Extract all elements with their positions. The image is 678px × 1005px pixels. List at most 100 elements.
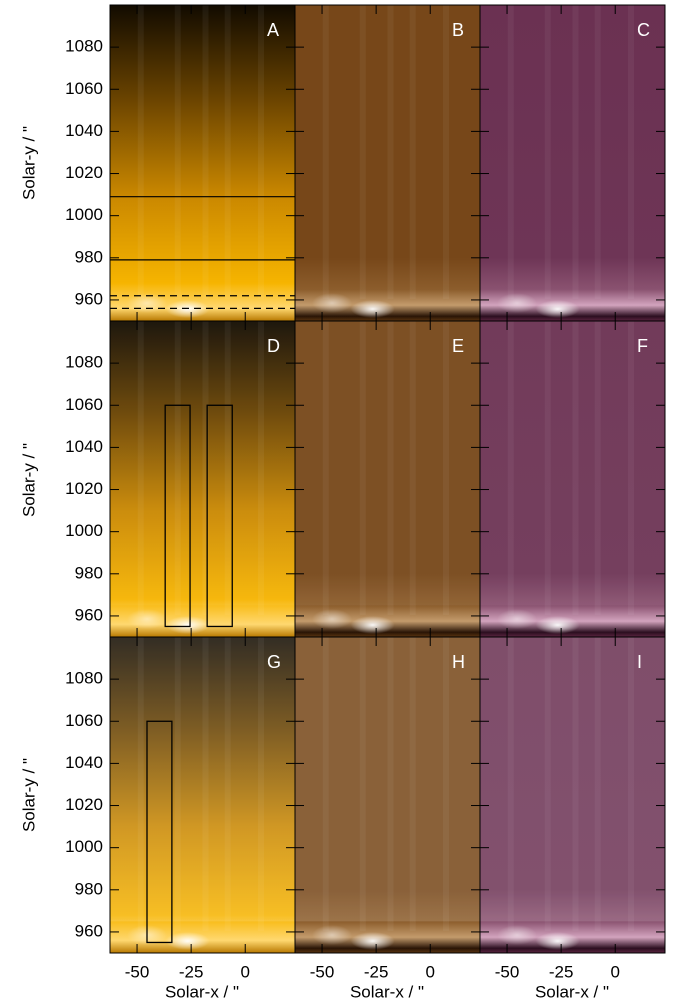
panel: E bbox=[294, 320, 481, 638]
y-tick-label: 1020 bbox=[65, 795, 103, 814]
streak bbox=[544, 321, 551, 615]
streak bbox=[409, 5, 416, 299]
panel-label: I bbox=[637, 652, 642, 672]
streak bbox=[507, 321, 514, 615]
bright-spot bbox=[497, 925, 537, 945]
panel-haze bbox=[295, 321, 480, 606]
x-axis-title: Solar-x / " bbox=[535, 982, 609, 1001]
panel: F bbox=[479, 320, 666, 638]
bright-spot bbox=[165, 932, 210, 950]
bright-spot bbox=[312, 293, 352, 313]
streak bbox=[628, 5, 634, 299]
y-tick-label: 980 bbox=[75, 879, 103, 898]
panel-image bbox=[110, 637, 295, 953]
panel-haze bbox=[295, 637, 480, 922]
streak bbox=[322, 5, 329, 299]
y-tick-label: 960 bbox=[75, 605, 103, 624]
panel-image bbox=[295, 637, 480, 953]
bright-spot bbox=[350, 300, 395, 318]
bright-spot bbox=[497, 293, 537, 313]
panel: H bbox=[294, 636, 481, 954]
y-tick-label: 1060 bbox=[65, 395, 103, 414]
bright-spot bbox=[535, 616, 580, 634]
panel-haze bbox=[110, 637, 295, 922]
streak bbox=[137, 5, 144, 299]
streak bbox=[359, 637, 366, 931]
streak bbox=[572, 5, 579, 299]
panel-haze bbox=[480, 321, 665, 606]
streak bbox=[258, 637, 264, 931]
x-axis-title: Solar-x / " bbox=[350, 982, 424, 1001]
panel-label: D bbox=[267, 336, 280, 356]
streak bbox=[594, 5, 601, 299]
streak bbox=[174, 637, 181, 931]
y-tick-label: 1020 bbox=[65, 479, 103, 498]
x-tick-label: -25 bbox=[364, 962, 389, 981]
panel-image bbox=[110, 321, 295, 637]
bright-spot bbox=[535, 300, 580, 318]
x-tick-label: -25 bbox=[549, 962, 574, 981]
y-tick-label: 1080 bbox=[65, 37, 103, 56]
bright-spot bbox=[312, 609, 352, 629]
streak bbox=[137, 637, 144, 931]
panel-label: C bbox=[637, 20, 650, 40]
streak bbox=[443, 321, 449, 615]
streak bbox=[224, 637, 231, 931]
y-tick-label: 980 bbox=[75, 247, 103, 266]
y-tick-label: 980 bbox=[75, 563, 103, 582]
streak bbox=[322, 321, 329, 615]
y-tick-label: 1060 bbox=[65, 711, 103, 730]
y-tick-label: 1040 bbox=[65, 437, 103, 456]
y-tick-label: 1040 bbox=[65, 753, 103, 772]
x-tick-label: -50 bbox=[125, 962, 150, 981]
streak bbox=[594, 321, 601, 615]
streak bbox=[507, 5, 514, 299]
streak bbox=[387, 637, 394, 931]
streak bbox=[322, 637, 329, 931]
y-tick-label: 1080 bbox=[65, 669, 103, 688]
y-tick-label: 960 bbox=[75, 921, 103, 940]
streak bbox=[443, 637, 449, 931]
panel: A bbox=[109, 4, 296, 322]
streak bbox=[628, 321, 634, 615]
streak bbox=[409, 321, 416, 615]
streak bbox=[224, 5, 231, 299]
streak bbox=[443, 5, 449, 299]
streak bbox=[202, 321, 209, 615]
y-tick-label: 1000 bbox=[65, 837, 103, 856]
x-tick-label: 0 bbox=[425, 962, 434, 981]
streak bbox=[137, 321, 144, 615]
panel: B bbox=[294, 4, 481, 322]
y-tick-label: 1060 bbox=[65, 79, 103, 98]
streak bbox=[387, 5, 394, 299]
streak bbox=[572, 637, 579, 931]
panel: I bbox=[479, 636, 666, 954]
panel-haze bbox=[480, 637, 665, 922]
bright-spot bbox=[350, 616, 395, 634]
bright-spot bbox=[312, 925, 352, 945]
x-tick-label: -50 bbox=[310, 962, 335, 981]
y-axis-title: Solar-y / " bbox=[19, 443, 38, 517]
bright-spot bbox=[165, 300, 210, 318]
panel-label: A bbox=[267, 20, 279, 40]
panel-image bbox=[480, 321, 665, 637]
bright-spot bbox=[127, 609, 167, 629]
panel-label: G bbox=[267, 652, 281, 672]
x-tick-label: -50 bbox=[495, 962, 520, 981]
streak bbox=[202, 637, 209, 931]
streak bbox=[258, 5, 264, 299]
panel-label: F bbox=[637, 336, 648, 356]
x-tick-label: 0 bbox=[240, 962, 249, 981]
streak bbox=[387, 321, 394, 615]
panel-image bbox=[295, 321, 480, 637]
streak bbox=[572, 321, 579, 615]
panel: C bbox=[479, 4, 666, 322]
panel: D bbox=[109, 320, 296, 638]
streak bbox=[174, 321, 181, 615]
panel-image bbox=[480, 5, 665, 321]
y-axis-title: Solar-y / " bbox=[19, 758, 38, 832]
streak bbox=[174, 5, 181, 299]
streak bbox=[507, 637, 514, 931]
panel-label: H bbox=[452, 652, 465, 672]
